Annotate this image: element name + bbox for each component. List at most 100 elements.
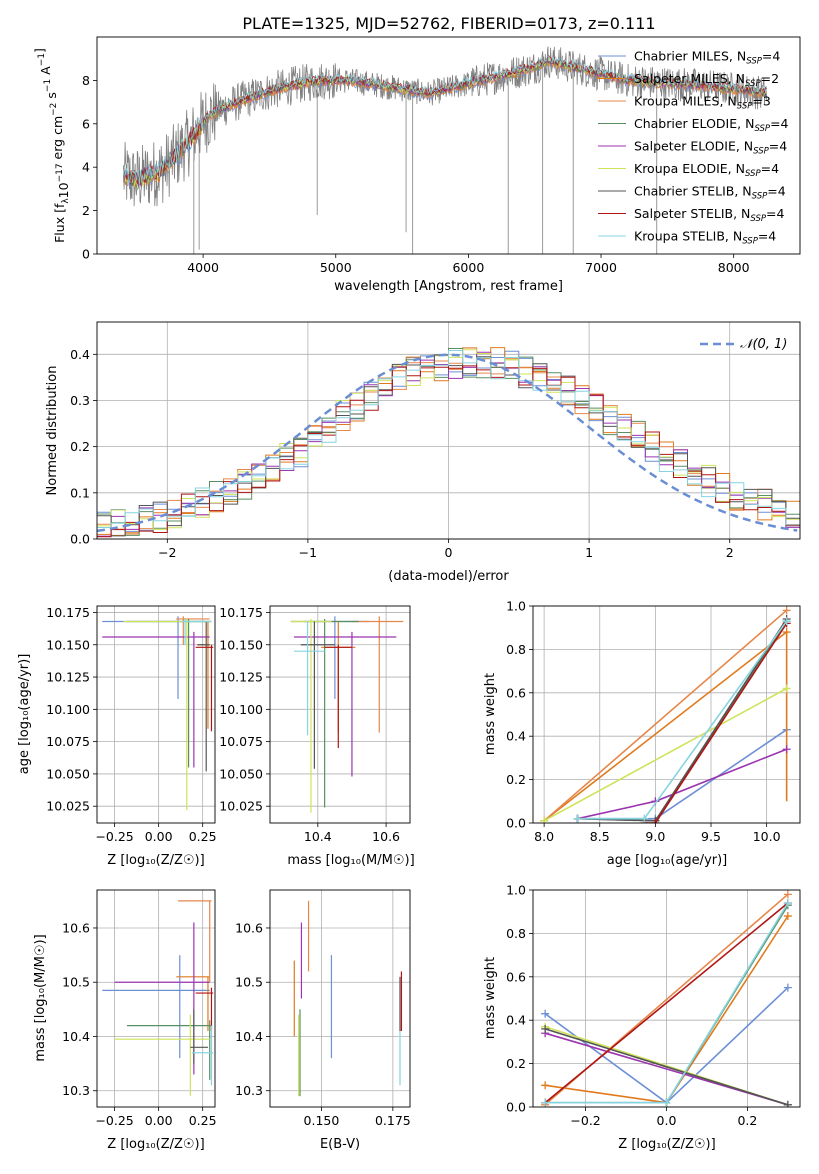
x-tick-label: 9.5 — [701, 829, 721, 844]
age-vs-Z-y-label: age [log₁₀(age/yr)] — [17, 654, 32, 775]
y-tick-label: 0.4 — [506, 729, 526, 744]
series-marker — [541, 1098, 550, 1107]
massweight-vs-Z-x-label: Z [log₁₀(Z/Z☉)] — [618, 1137, 715, 1152]
series-marker — [662, 1098, 671, 1107]
model-spectrum-salpeter-stelib — [123, 55, 767, 185]
x-tick-label: 5000 — [320, 260, 352, 275]
y-tick-label: 10.6 — [62, 920, 90, 935]
series-marker — [783, 1100, 792, 1107]
legend-value: =4 — [767, 184, 785, 199]
x-tick-label: 7000 — [585, 260, 617, 275]
y-tick-label: 10.4 — [62, 1029, 90, 1044]
series-marker — [540, 816, 549, 823]
series-marker — [573, 814, 582, 823]
legend-text: Kroupa STELIB, N — [634, 229, 742, 244]
spectrum-y-label: Flux [fλ10−17 erg cm−2 s−1 A−1] — [32, 48, 71, 243]
x-tick-label: 2 — [726, 545, 734, 560]
y-tick-label: 10.075 — [46, 734, 90, 749]
series-line — [543, 609, 788, 822]
y-tick-label: 10.050 — [219, 766, 263, 781]
series-line — [543, 631, 788, 822]
mass-vs-Z-axes: −0.25 0.00 0.25 10.3 10.4 10.5 10.6 — [62, 890, 217, 1128]
series-line — [544, 1028, 789, 1106]
series-line — [577, 729, 788, 820]
series-line — [577, 620, 788, 820]
legend-value: =2 — [761, 71, 779, 86]
massweight-vs-age-plot-area — [540, 606, 791, 823]
age-vs-mass-x-label: mass [log₁₀(M/M☉)] — [287, 853, 414, 868]
x-tick-label: 9.0 — [645, 829, 665, 844]
legend-subscript: SSP — [753, 147, 769, 157]
x-tick-label: 8.0 — [534, 829, 554, 844]
y-tick-label: 10.150 — [46, 637, 90, 652]
legend-subscript: SSP — [752, 192, 768, 202]
y-tick-label: 0.4 — [506, 1013, 526, 1028]
massweight-vs-Z-frame — [532, 889, 801, 1108]
legend-text: Salpeter MILES, N — [634, 71, 745, 86]
legend-subscript: SSP — [745, 169, 761, 179]
massweight-vs-age-frame — [532, 605, 801, 824]
normal-curve — [97, 353, 798, 533]
x-tick-label: 0.150 — [304, 1113, 340, 1128]
mass-vs-Z-y-label: mass [log₁₀(M/M☉)] — [33, 934, 48, 1061]
y-tick-label: 0.3 — [70, 393, 90, 408]
age-vs-mass-axes: 10.4 10.6 10.025 10.050 10.075 10.100 10.125 10… — [219, 605, 410, 844]
x-tick-label: 1 — [585, 545, 593, 560]
y-tick-label: 0.0 — [70, 532, 90, 547]
spectrum-x-label: wavelength [Angstrom, rest frame] — [334, 279, 563, 294]
legend-label: Chabrier ELODIE, NSSP=4 — [634, 116, 789, 134]
age-vs-Z-axes: −0.25 0.00 0.25 10.025 10.050 10.075 10.100 10.… — [46, 605, 216, 844]
x-tick-label: 10.4 — [304, 829, 332, 844]
histogram-salpeter-stelib — [97, 365, 800, 538]
x-tick-label: 0.25 — [189, 829, 217, 844]
spectrum-axes: 4000 5000 6000 7000 8000 0 2 4 6 8 — [82, 73, 750, 275]
legend-label: Salpeter MILES, NSSP=2 — [634, 71, 779, 89]
mass-vs-EBV-axes: 0.150 0.175 10.3 10.4 10.5 10.6 — [235, 890, 411, 1128]
y-tick-label: 6 — [82, 116, 90, 131]
histogram-salpeter-elodie — [97, 351, 800, 537]
y-tick-label: 10.125 — [46, 670, 90, 685]
y-tick-label: 0.4 — [70, 347, 90, 362]
x-tick-label: 0.175 — [375, 1113, 411, 1128]
y-tick-label: 10.3 — [235, 1083, 263, 1098]
legend-label: Kroupa ELODIE, NSSP=4 — [634, 161, 779, 179]
model-spectrum-kroupa-stelib — [123, 55, 767, 184]
y-label-part: −1 — [37, 53, 47, 66]
y-tick-label: 1.0 — [506, 883, 526, 898]
x-tick-label: −0.25 — [95, 1113, 133, 1128]
legend-value: =4 — [766, 206, 784, 221]
massweight-vs-Z-axes: −0.2 0.0 0.2 0.0 0.2 0.4 0.6 0.8 1.0 — [506, 883, 800, 1128]
legend-subscript: SSP — [746, 57, 762, 67]
y-tick-label: 10.025 — [219, 799, 263, 814]
x-tick-label: 8000 — [718, 260, 750, 275]
series-marker — [782, 684, 791, 693]
y-label-part: −17 — [55, 163, 65, 182]
y-tick-label: 0.8 — [506, 926, 526, 941]
y-label-part: ] — [32, 48, 47, 53]
residuals-y-label: Normed distribution — [45, 366, 60, 496]
y-tick-label: 10.175 — [46, 605, 90, 620]
legend-text: Chabrier MILES, N — [634, 49, 746, 64]
residuals-axes: −2 −1 0 1 2 0.0 0.1 0.2 0.3 0.4 — [70, 322, 800, 560]
series-marker — [782, 617, 791, 626]
x-tick-label: 6000 — [452, 260, 484, 275]
y-tick-label: 0.1 — [70, 485, 90, 500]
series-marker — [783, 983, 792, 992]
y-tick-label: 0.0 — [506, 1100, 526, 1115]
y-tick-label: 0.0 — [506, 816, 526, 831]
age-vs-Z-plot-area — [102, 616, 214, 811]
y-label-part: 10 — [56, 182, 71, 198]
y-tick-label: 2 — [82, 203, 90, 218]
y-tick-label: 10.125 — [219, 670, 263, 685]
x-tick-label: 0.00 — [145, 1113, 173, 1128]
x-tick-label: 10.0 — [753, 829, 781, 844]
legend-label: Chabrier MILES, NSSP=4 — [634, 49, 780, 67]
spectrum-plot-area — [123, 46, 767, 254]
mass-vs-EBV-x-label: E(B-V) — [320, 1137, 360, 1152]
histogram-kroupa-stelib — [97, 350, 800, 528]
legend-subscript: SSP — [754, 124, 770, 134]
x-tick-label: 0.00 — [145, 829, 173, 844]
series-marker — [783, 912, 792, 921]
